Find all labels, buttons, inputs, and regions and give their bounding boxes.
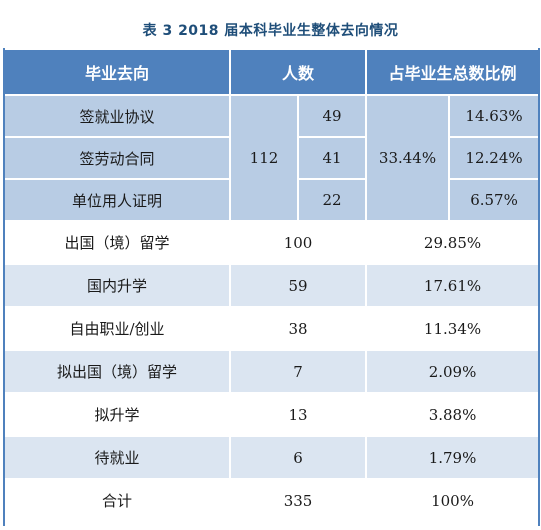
- row-label: 拟升学: [3, 392, 231, 437]
- row-count: 6: [228, 435, 368, 480]
- total-count: 335: [228, 478, 368, 523]
- total-label: 合计: [3, 478, 231, 523]
- row-count: 13: [228, 392, 368, 437]
- row-label: 单位用人证明: [3, 178, 231, 222]
- row-count: 38: [228, 306, 368, 351]
- employed-total-ratio: 33.44%: [365, 94, 451, 222]
- row-ratio: 1.79%: [365, 435, 541, 480]
- row-label: 待就业: [3, 435, 231, 480]
- table-row: 出国（境）留学 100 29.85%: [3, 220, 541, 265]
- table-row: 单位用人证明 22 6.57%: [3, 178, 541, 222]
- header-destination: 毕业去向: [3, 48, 231, 96]
- row-count: 100: [228, 220, 368, 265]
- table-row: 国内升学 59 17.61%: [3, 263, 541, 308]
- employed-total-count: 112: [229, 94, 299, 222]
- row-label: 自由职业/创业: [3, 306, 231, 351]
- row-label: 国内升学: [3, 263, 231, 308]
- header-ratio: 占毕业生总数比例: [365, 48, 541, 96]
- table-row: 拟出国（境）留学 7 2.09%: [3, 349, 541, 394]
- table-row: 待就业 6 1.79%: [3, 435, 541, 480]
- row-ratio: 3.88%: [365, 392, 541, 437]
- row-ratio: 2.09%: [365, 349, 541, 394]
- row-ratio: 17.61%: [365, 263, 541, 308]
- row-label: 拟出国（境）留学: [3, 349, 231, 394]
- row-label: 签劳动合同: [3, 136, 231, 180]
- row-count: 7: [228, 349, 368, 394]
- row-ratio: 29.85%: [365, 220, 541, 265]
- table-row: 拟升学 13 3.88%: [3, 392, 541, 437]
- row-label: 出国（境）留学: [3, 220, 231, 265]
- table-row: 签就业协议 112 49 33.44% 14.63%: [3, 94, 541, 222]
- row-count: 22: [296, 178, 368, 222]
- table-row: 自由职业/创业 38 11.34%: [3, 306, 541, 351]
- row-ratio: 14.63%: [448, 94, 541, 138]
- graduate-destination-table: 毕业去向 人数 占毕业生总数比例 签就业协议 112 49 33.44% 14.…: [3, 48, 541, 523]
- row-ratio: 12.24%: [448, 136, 541, 180]
- header-row: 毕业去向 人数 占毕业生总数比例: [3, 48, 541, 96]
- row-label: 签就业协议: [3, 94, 231, 138]
- row-count: 59: [228, 263, 368, 308]
- row-ratio: 6.57%: [448, 178, 541, 222]
- row-ratio: 11.34%: [365, 306, 541, 351]
- total-ratio: 100%: [365, 478, 541, 523]
- row-count: 49: [296, 94, 368, 138]
- header-count: 人数: [228, 48, 368, 96]
- total-row: 合计 335 100%: [3, 478, 541, 523]
- table-caption: 表 3 2018 届本科毕业生整体去向情况: [142, 23, 399, 39]
- table-row: 签劳动合同 41 12.24%: [3, 136, 541, 180]
- row-count: 41: [296, 136, 368, 180]
